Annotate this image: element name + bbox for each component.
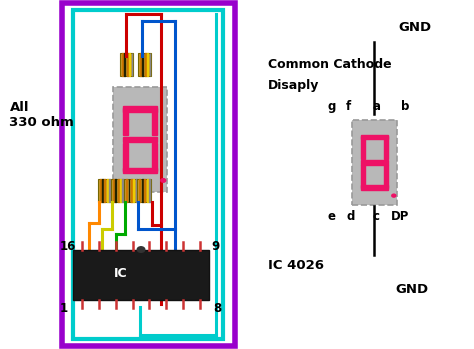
- Bar: [62, 3, 235, 346]
- Text: a: a: [372, 100, 380, 113]
- Bar: [73, 10, 223, 339]
- Bar: [123, 107, 128, 135]
- Text: c: c: [372, 210, 379, 223]
- Circle shape: [392, 194, 396, 197]
- Bar: [107, 179, 108, 202]
- Bar: [129, 53, 130, 76]
- Bar: [104, 179, 105, 202]
- Text: All
330 ohm: All 330 ohm: [9, 101, 74, 129]
- Bar: [152, 143, 157, 171]
- Bar: [122, 53, 123, 76]
- Text: GND: GND: [396, 283, 429, 296]
- Bar: [149, 179, 150, 202]
- Bar: [384, 165, 388, 188]
- Bar: [138, 53, 151, 76]
- Text: Common Cathode: Common Cathode: [268, 58, 392, 71]
- Bar: [384, 136, 388, 159]
- Text: GND: GND: [398, 21, 431, 35]
- Bar: [120, 179, 121, 202]
- Bar: [120, 53, 133, 76]
- Bar: [139, 179, 140, 202]
- Bar: [140, 53, 141, 76]
- Bar: [123, 137, 157, 142]
- Text: d: d: [346, 210, 355, 223]
- Bar: [73, 250, 209, 300]
- Bar: [109, 179, 110, 202]
- Text: Disaply: Disaply: [268, 79, 319, 92]
- Bar: [144, 179, 145, 202]
- Bar: [361, 160, 388, 165]
- Bar: [131, 53, 132, 76]
- Circle shape: [161, 179, 166, 182]
- Text: DP: DP: [391, 210, 410, 223]
- Bar: [361, 136, 365, 159]
- Bar: [122, 179, 123, 202]
- Bar: [133, 179, 134, 202]
- Text: g: g: [327, 100, 336, 113]
- Bar: [127, 53, 128, 76]
- Bar: [152, 107, 157, 135]
- Bar: [147, 53, 148, 76]
- Bar: [142, 53, 143, 76]
- Text: 16: 16: [59, 239, 76, 253]
- Bar: [115, 179, 116, 202]
- Bar: [102, 179, 103, 202]
- Text: e: e: [327, 210, 335, 223]
- Bar: [128, 179, 129, 202]
- FancyBboxPatch shape: [112, 87, 167, 192]
- Bar: [361, 185, 388, 190]
- Bar: [361, 165, 365, 188]
- Bar: [113, 179, 114, 202]
- Text: IC: IC: [114, 267, 128, 281]
- Text: 8: 8: [213, 302, 221, 315]
- Bar: [142, 179, 143, 202]
- Bar: [126, 179, 127, 202]
- Text: IC 4026: IC 4026: [268, 259, 324, 272]
- Text: 9: 9: [211, 239, 219, 253]
- Bar: [123, 168, 157, 173]
- Bar: [123, 106, 157, 112]
- Text: 1: 1: [59, 302, 67, 315]
- Bar: [124, 179, 137, 202]
- Bar: [146, 179, 147, 202]
- Bar: [137, 179, 151, 202]
- Bar: [98, 179, 111, 202]
- Text: b: b: [401, 100, 409, 113]
- Circle shape: [137, 247, 145, 252]
- Bar: [361, 135, 388, 139]
- Bar: [111, 179, 124, 202]
- Bar: [131, 179, 132, 202]
- Bar: [145, 53, 146, 76]
- Bar: [149, 53, 150, 76]
- Text: f: f: [346, 100, 351, 113]
- Bar: [136, 179, 137, 202]
- Bar: [124, 53, 125, 76]
- FancyBboxPatch shape: [352, 119, 397, 205]
- Bar: [123, 143, 128, 171]
